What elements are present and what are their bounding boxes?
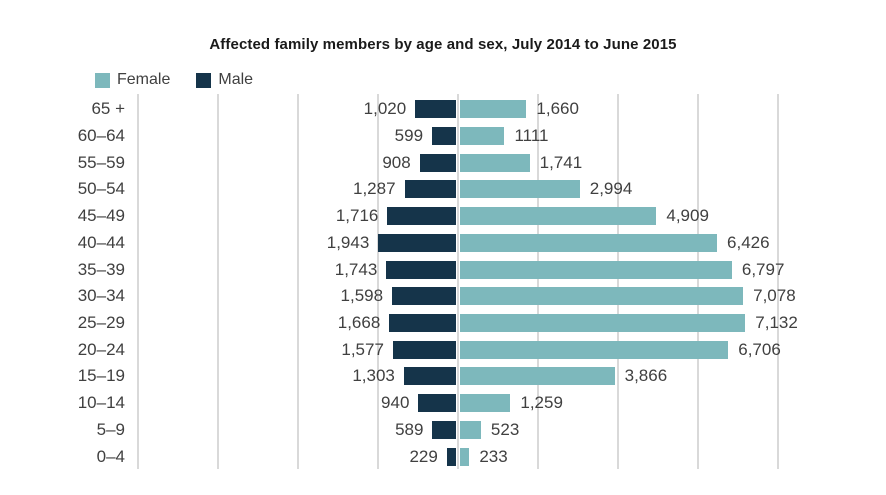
bar-female bbox=[460, 233, 718, 252]
bar-male bbox=[432, 420, 456, 439]
female-value-label: 1111 bbox=[514, 126, 549, 146]
gridline bbox=[697, 94, 699, 469]
bar-male bbox=[418, 394, 456, 413]
gridline bbox=[377, 94, 379, 469]
age-label: 15–19 bbox=[77, 366, 125, 386]
male-value-label: 1,668 bbox=[337, 313, 381, 333]
female-value-label: 6,426 bbox=[727, 232, 770, 252]
bar-female bbox=[460, 367, 615, 386]
bar-female bbox=[460, 340, 729, 359]
male-swatch-icon bbox=[196, 72, 212, 88]
bar-male bbox=[392, 340, 456, 359]
gridline bbox=[617, 94, 619, 469]
male-value-label: 1,303 bbox=[352, 366, 395, 386]
age-label: 20–24 bbox=[77, 339, 125, 359]
age-label: 35–39 bbox=[77, 259, 125, 279]
bar-male bbox=[446, 447, 456, 466]
age-label: 40–44 bbox=[77, 232, 125, 252]
age-label: 10–14 bbox=[77, 393, 125, 413]
male-value-label: 1,577 bbox=[341, 339, 384, 359]
female-value-label: 7,132 bbox=[755, 313, 798, 333]
male-value-label: 1,598 bbox=[340, 286, 384, 306]
chart-title: Affected family members by age and sex, … bbox=[209, 36, 677, 53]
female-value-label: 4,909 bbox=[666, 206, 709, 226]
bar-male bbox=[387, 207, 456, 226]
legend: Female Male bbox=[95, 71, 253, 89]
age-label: 55–59 bbox=[77, 152, 125, 172]
female-value-label: 2,994 bbox=[589, 179, 633, 199]
male-value-label: 1,020 bbox=[363, 99, 407, 119]
bar-female bbox=[460, 180, 580, 199]
bar-female bbox=[460, 153, 530, 172]
female-value-label: 1,741 bbox=[539, 152, 583, 172]
bar-female bbox=[460, 447, 470, 466]
female-value-label: 233 bbox=[479, 446, 508, 466]
axis-zero-line bbox=[457, 94, 459, 469]
bar-male bbox=[392, 287, 456, 306]
bar-female bbox=[460, 207, 657, 226]
legend-label-female: Female bbox=[117, 71, 171, 88]
bar-female bbox=[460, 127, 505, 146]
age-label: 50–54 bbox=[77, 179, 125, 199]
female-value-label: 6,706 bbox=[738, 339, 781, 359]
bar-male bbox=[403, 367, 456, 386]
male-value-label: 599 bbox=[394, 126, 424, 146]
female-value-label: 1,259 bbox=[520, 393, 563, 413]
age-label: 65 + bbox=[91, 99, 125, 119]
legend-item-male: Male bbox=[196, 71, 253, 89]
female-value-label: 1,660 bbox=[536, 99, 579, 119]
female-value-label: 7,078 bbox=[753, 286, 796, 306]
male-value-label: 908 bbox=[382, 152, 411, 172]
male-value-label: 1,716 bbox=[335, 206, 379, 226]
male-value-label: 1,943 bbox=[326, 232, 370, 252]
female-value-label: 6,797 bbox=[741, 259, 785, 279]
bar-male bbox=[404, 180, 456, 199]
gridline bbox=[777, 94, 779, 469]
bar-male bbox=[432, 127, 456, 146]
gridline bbox=[217, 94, 219, 469]
bar-male bbox=[389, 314, 456, 333]
age-label: 0–4 bbox=[96, 446, 125, 466]
legend-item-female: Female bbox=[95, 71, 170, 89]
bar-female bbox=[460, 260, 732, 279]
female-value-label: 3,866 bbox=[624, 366, 668, 386]
bar-male bbox=[419, 153, 456, 172]
bar-female bbox=[460, 314, 746, 333]
bar-female bbox=[460, 420, 481, 439]
bar-male bbox=[415, 100, 456, 119]
bar-female bbox=[460, 394, 511, 413]
legend-label-male: Male bbox=[218, 71, 254, 88]
age-label: 45–49 bbox=[77, 206, 125, 226]
bar-female bbox=[460, 287, 744, 306]
female-value-label: 523 bbox=[490, 419, 520, 439]
age-label: 60–64 bbox=[77, 126, 125, 146]
female-swatch-icon bbox=[95, 72, 110, 88]
age-label: 30–34 bbox=[77, 286, 125, 306]
bar-male bbox=[378, 233, 456, 252]
male-value-label: 1,287 bbox=[352, 179, 396, 199]
bar-male bbox=[386, 260, 456, 279]
male-value-label: 589 bbox=[395, 419, 424, 439]
male-value-label: 1,743 bbox=[334, 259, 378, 279]
gridline bbox=[537, 94, 539, 469]
gridline bbox=[297, 94, 299, 469]
male-value-label: 940 bbox=[381, 393, 410, 413]
age-label: 25–29 bbox=[77, 313, 125, 333]
bar-female bbox=[460, 100, 527, 119]
male-value-label: 229 bbox=[409, 446, 438, 466]
age-label: 5–9 bbox=[96, 419, 125, 439]
gridline bbox=[137, 94, 139, 469]
